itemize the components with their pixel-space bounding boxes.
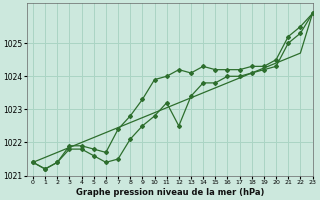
X-axis label: Graphe pression niveau de la mer (hPa): Graphe pression niveau de la mer (hPa) <box>76 188 264 197</box>
